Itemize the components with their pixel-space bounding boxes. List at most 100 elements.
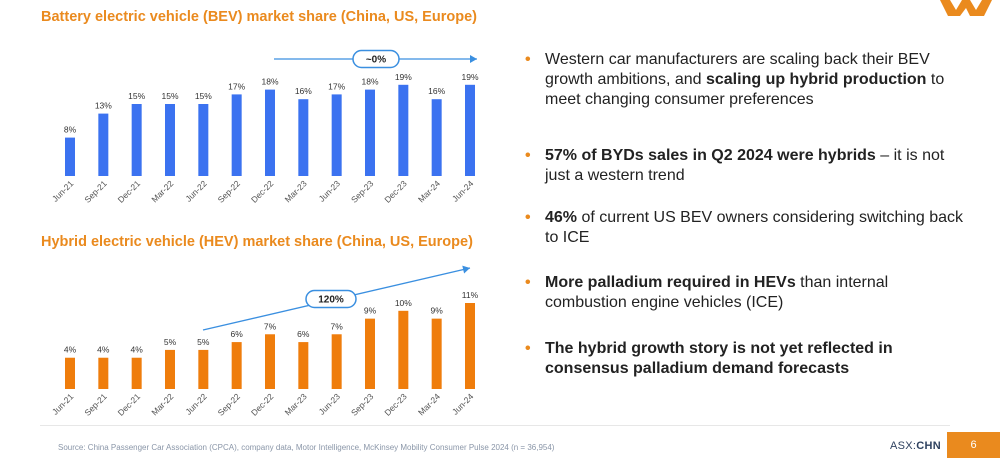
bullet-bold-text: The hybrid growth story is not yet refle… (545, 340, 893, 377)
bullet-bold-text: 57% of BYDs sales in Q2 2024 were hybrid… (545, 147, 876, 164)
data-label: 9% (364, 306, 377, 316)
bullet-text: of current US BEV owners considering swi… (545, 209, 963, 246)
bullet-text: than internal combustion engine vehicles… (545, 274, 889, 311)
trend-arrow-head-icon (462, 265, 470, 274)
bar-Dec-22 (265, 89, 275, 176)
data-label: 16% (295, 86, 312, 96)
data-label: 6% (231, 329, 244, 339)
source-note: Source: China Passenger Car Association … (58, 443, 555, 452)
bar-Dec-21 (131, 357, 142, 389)
bar-Mar-24 (431, 99, 442, 176)
bar-Jun-23 (331, 334, 342, 389)
bullet-text: Western car manufacturers are scaling ba… (545, 51, 930, 88)
data-label: 4% (97, 345, 110, 355)
data-label: 17% (328, 81, 345, 91)
bev-chart-title: Battery electric vehicle (BEV) market sh… (41, 9, 477, 25)
x-tick-label: Mar-22 (149, 391, 175, 417)
bullet-marker: • (525, 274, 531, 291)
bullet-item: • More palladium required in HEVs than i… (525, 273, 965, 313)
bullet-item: • Western car manufacturers are scaling … (525, 50, 965, 110)
bar-Jun-22 (198, 349, 209, 389)
bullet-bold-text: 46% (545, 209, 578, 226)
growth-annotation-text: ~0% (366, 55, 386, 66)
x-tick-label: Sep-22 (216, 391, 243, 418)
data-label: 15% (161, 91, 178, 101)
growth-annotation-pill (305, 289, 357, 309)
x-tick-label: Jun-23 (317, 391, 343, 417)
bar-Dec-22 (265, 334, 275, 389)
hev-chart-title: Hybrid electric vehicle (HEV) market sha… (41, 234, 473, 250)
data-label: 18% (261, 77, 278, 87)
bar-Jun-24 (465, 303, 475, 389)
x-tick-label: Dec-22 (249, 391, 276, 418)
ticker-symbol: CHN (916, 440, 942, 452)
bar-Sep-23 (365, 318, 375, 389)
data-label: 15% (195, 91, 212, 101)
bullet-bold-text: scaling up hybrid production (705, 71, 927, 88)
bullet-bold-text: More palladium required in HEVs (545, 274, 796, 291)
bar-Dec-21 (131, 104, 142, 176)
x-tick-label: Sep-23 (349, 391, 376, 418)
bullet-item: • 57% of BYDs sales in Q2 2024 were hybr… (525, 146, 965, 186)
data-label: 10% (395, 298, 412, 308)
bar-Mar-23 (298, 99, 309, 176)
growth-annotation-pill (352, 49, 400, 69)
bullet-marker: • (525, 51, 531, 68)
data-label: 15% (128, 91, 145, 101)
bar-Jun-24 (465, 84, 475, 176)
data-label: 5% (164, 337, 177, 347)
footer-divider (40, 425, 950, 426)
bullet-text: to meet changing consumer preferences (545, 71, 945, 108)
x-tick-label: Mar-23 (283, 391, 309, 417)
data-label: 6% (297, 329, 310, 339)
data-label: 16% (428, 86, 445, 96)
x-tick-label: Sep-21 (82, 391, 109, 418)
data-label: 13% (95, 101, 112, 111)
trend-arrow-head-icon (470, 55, 477, 63)
data-label: 9% (431, 306, 444, 316)
growth-annotation-text: 120% (318, 295, 344, 306)
data-label: 7% (264, 321, 277, 331)
x-tick-label: Jun-22 (183, 391, 209, 417)
x-tick-label: Jun-24 (450, 391, 476, 417)
data-label: 4% (64, 345, 77, 355)
bullet-item: • The hybrid growth story is not yet ref… (525, 339, 965, 379)
bar-Sep-22 (231, 94, 242, 176)
x-tick-label: Mar-24 (416, 391, 442, 417)
bev-market-share-chart: 8%Jun-2113%Sep-2115%Dec-2115%Mar-2215%Ju… (50, 49, 479, 205)
bar-Mar-23 (298, 342, 309, 389)
bullet-marker: • (525, 340, 531, 357)
ticker-label: ASX:CHN (890, 440, 941, 452)
data-label: 5% (197, 337, 210, 347)
bar-Dec-23 (398, 84, 409, 176)
bar-Mar-22 (165, 349, 175, 389)
bar-Sep-23 (365, 89, 375, 176)
x-tick-label: Dec-23 (382, 391, 409, 418)
bar-Jun-22 (198, 104, 209, 176)
bullet-text: – it is not just a western trend (545, 147, 945, 184)
hev-market-share-chart: 4% Jun-21 4% Sep-21 4% Dec-21 5% Mar-22 5% Jun-22… (50, 265, 479, 418)
ticker-prefix: ASX: (890, 440, 917, 452)
bullet-item: • 46% of current US BEV owners consideri… (525, 208, 965, 248)
bar-Mar-24 (431, 318, 442, 389)
data-label: 19% (461, 72, 478, 82)
data-label: 17% (228, 81, 245, 91)
brand-logo-icon (940, 0, 992, 16)
bar-Sep-22 (231, 342, 242, 389)
bullet-marker: • (525, 209, 531, 226)
data-label: 19% (395, 72, 412, 82)
data-label: 7% (331, 321, 344, 331)
x-tick-label: Jun-21 (50, 391, 76, 417)
bar-Jun-21 (65, 137, 75, 176)
bar-Mar-22 (165, 104, 175, 176)
x-tick-label: Dec-21 (116, 391, 143, 418)
bullet-marker: • (525, 147, 531, 164)
data-label: 4% (131, 345, 144, 355)
data-label: 11% (462, 290, 479, 300)
page-number: 6 (947, 432, 1000, 458)
bar-Jun-23 (331, 94, 342, 176)
bar-Dec-23 (398, 310, 409, 389)
data-label: 18% (361, 77, 378, 87)
data-label: 8% (64, 125, 77, 135)
bar-Jun-21 (65, 357, 75, 389)
